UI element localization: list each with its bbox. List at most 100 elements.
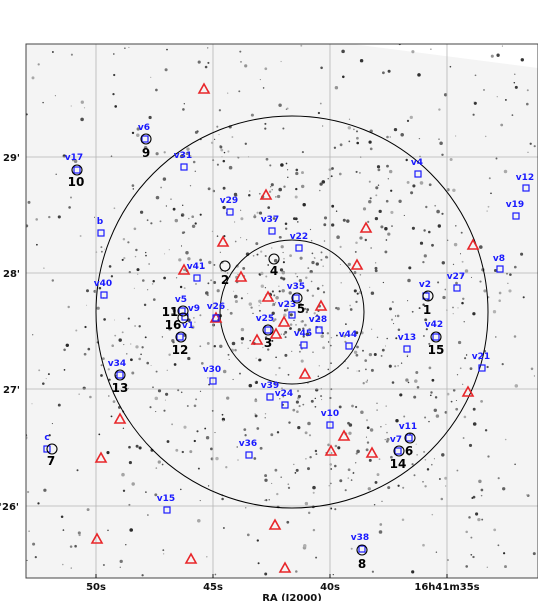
background-star (501, 363, 504, 366)
background-star (37, 63, 40, 66)
background-star (248, 383, 253, 388)
x-tick-label: 16h41m35s (414, 582, 479, 593)
background-star (332, 573, 334, 576)
variable-star-label: v34 (108, 359, 126, 369)
background-star (484, 135, 487, 138)
background-star (445, 485, 447, 487)
variable-star-marker (394, 447, 402, 455)
variable-star-marker (512, 212, 520, 220)
background-star (327, 178, 329, 180)
background-star (446, 392, 450, 396)
background-star (199, 314, 202, 317)
background-star (391, 225, 393, 228)
background-star (273, 258, 278, 263)
triangle-marker (250, 333, 264, 345)
background-star (155, 467, 158, 469)
background-star (289, 254, 292, 257)
background-star (183, 287, 186, 290)
background-star (335, 306, 338, 310)
background-star (424, 416, 427, 419)
background-star (403, 415, 406, 418)
background-star (385, 405, 387, 407)
numbered-star-label: 12 (172, 343, 189, 357)
background-star (355, 452, 358, 455)
background-star (330, 175, 333, 178)
background-star (282, 251, 284, 254)
background-star (338, 405, 342, 409)
background-star (270, 247, 273, 249)
background-star (385, 440, 389, 443)
background-star (228, 165, 233, 170)
background-star (128, 46, 130, 48)
background-star (243, 428, 247, 431)
triangle-marker (268, 518, 282, 530)
variable-star-label: v11 (399, 422, 417, 432)
background-star (161, 463, 164, 466)
background-star (314, 257, 316, 259)
background-star (459, 253, 462, 255)
background-star (168, 353, 171, 356)
background-star (43, 488, 47, 492)
background-star (192, 160, 196, 164)
background-star (146, 361, 149, 365)
background-star (186, 147, 190, 151)
background-star (382, 281, 385, 284)
background-star (371, 570, 374, 573)
background-star (514, 85, 518, 89)
background-star (335, 210, 338, 212)
background-star (327, 341, 330, 343)
background-star (226, 396, 230, 400)
background-star (480, 494, 483, 497)
background-star (122, 427, 125, 429)
background-star (267, 206, 271, 209)
background-star (431, 513, 434, 516)
background-star (380, 426, 382, 428)
background-star (114, 334, 117, 337)
background-star (126, 353, 128, 355)
background-star (283, 333, 286, 336)
background-star (70, 105, 72, 107)
background-star (48, 434, 51, 437)
background-star (373, 352, 377, 357)
numbered-star-circle (46, 443, 58, 455)
triangle-marker (184, 552, 198, 564)
background-star (368, 140, 372, 144)
background-star (431, 243, 434, 247)
background-star (187, 356, 191, 361)
background-star (367, 487, 371, 491)
background-star (214, 432, 216, 434)
background-star (259, 274, 261, 276)
background-star (271, 304, 274, 307)
background-star (191, 325, 195, 329)
background-star (486, 566, 488, 568)
background-star (32, 334, 34, 336)
background-star (465, 530, 468, 534)
background-star (114, 105, 118, 108)
background-star (183, 103, 185, 105)
background-star (296, 389, 300, 393)
background-star (150, 364, 152, 367)
background-star (483, 289, 487, 293)
triangle-marker (298, 367, 312, 379)
background-star (308, 327, 311, 331)
background-star (365, 436, 367, 438)
background-star (102, 563, 105, 567)
background-star (497, 544, 500, 547)
background-star (135, 444, 139, 448)
background-star (468, 443, 473, 447)
background-star (492, 310, 497, 314)
background-star (406, 119, 410, 123)
background-star (211, 323, 216, 327)
background-star (455, 407, 459, 411)
background-star (397, 365, 399, 367)
background-star (411, 570, 415, 574)
background-star (298, 306, 300, 309)
background-star (514, 384, 519, 388)
background-star (287, 169, 289, 171)
background-star (526, 89, 529, 92)
background-star (509, 273, 512, 276)
background-star (306, 289, 309, 292)
background-star (388, 169, 393, 174)
background-star (205, 436, 210, 440)
background-star (330, 507, 333, 510)
